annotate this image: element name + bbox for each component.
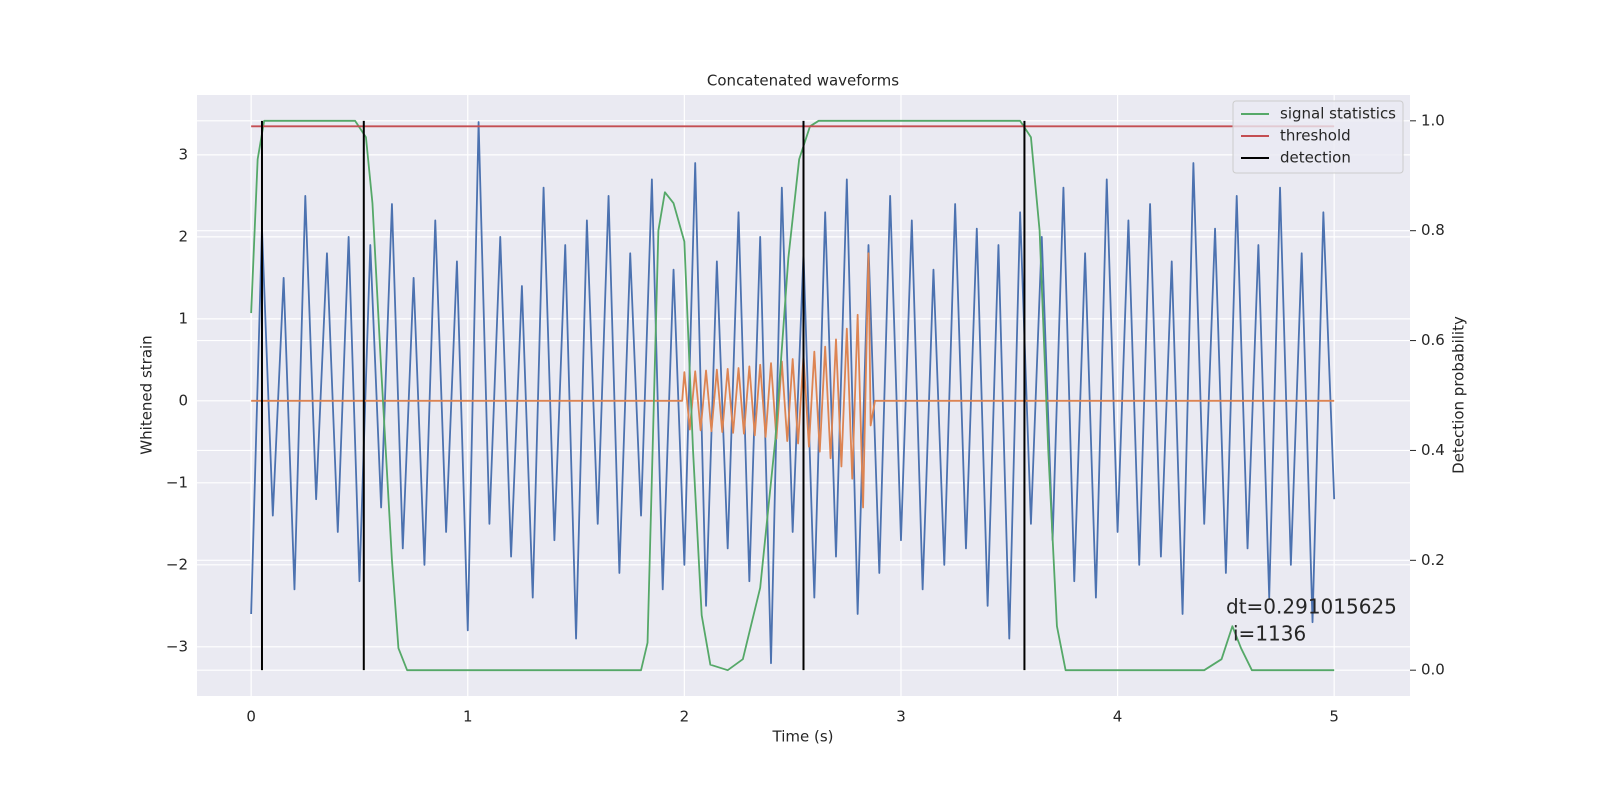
annotation: dt=0.291015625 (1226, 595, 1397, 619)
legend-label: detection (1280, 149, 1351, 167)
y2-tick-label: 1.0 (1421, 111, 1445, 129)
y-tick-label: 0 (178, 391, 188, 409)
y-tick-label: −2 (166, 555, 188, 573)
marks: dt=0.291015625 i=1136 (250, 119, 1397, 672)
x-tick-label: 5 (1329, 708, 1339, 726)
series-line (250, 119, 1335, 672)
x-axis-label: Time (s) (772, 728, 834, 746)
legend: signal statistics threshold detection (1232, 100, 1404, 174)
series-line (251, 252, 1335, 509)
annotation: i=1136 (1233, 622, 1306, 646)
y2-tick-label: 0.6 (1421, 331, 1445, 349)
y2-tick-label: 0.4 (1421, 441, 1445, 459)
x-tick-label: 4 (1113, 708, 1123, 726)
y-tick-label: 1 (178, 309, 188, 327)
y2-tick-label: 0.2 (1421, 551, 1445, 569)
x-tick-label: 3 (896, 708, 906, 726)
y-axis-label: Whitened strain (138, 335, 156, 454)
x-tick-label: 2 (680, 708, 690, 726)
legend-box (1232, 100, 1404, 174)
y-tick-label: −1 (166, 473, 188, 491)
y-tick-label: 3 (178, 145, 188, 163)
series-line (250, 121, 1336, 665)
y-tick-label: 2 (178, 227, 188, 245)
x-tick-label: 1 (463, 708, 473, 726)
y2-tick-label: 0.0 (1421, 661, 1445, 679)
chart-title: Concatenated waveforms (707, 72, 899, 90)
y-tick-label: −3 (166, 637, 188, 655)
legend-label: signal statistics (1280, 105, 1396, 123)
y2-axis-label: Detection probability (1450, 316, 1468, 474)
legend-label: threshold (1280, 127, 1351, 145)
x-tick-label: 0 (246, 708, 256, 726)
y2-tick-label: 0.8 (1421, 221, 1445, 239)
